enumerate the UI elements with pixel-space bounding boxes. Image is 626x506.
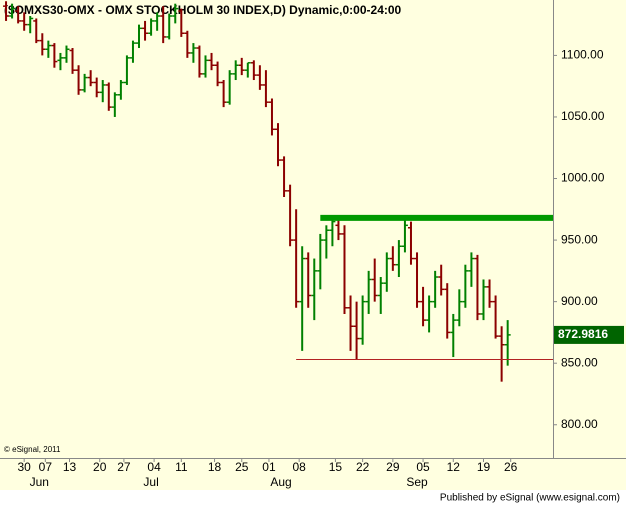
y-tick-label: 1000.00 (561, 171, 605, 185)
x-tick-label: 25 (235, 460, 249, 474)
y-tick-label: 800.00 (561, 417, 598, 431)
y-tick-label: 850.00 (561, 355, 598, 369)
x-tick-label: 15 (329, 460, 343, 474)
x-tick-label: 29 (386, 460, 400, 474)
x-tick-label: 12 (447, 460, 461, 474)
footer-strip (0, 490, 626, 506)
x-tick-label: 27 (117, 460, 131, 474)
copyright: © eSignal, 2011 (4, 445, 61, 454)
chart-title: ($OMXS30-OMX - OMX STOCKHOLM 30 INDEX,D)… (4, 3, 402, 17)
month-label: Sep (406, 475, 428, 489)
y-tick-label: 900.00 (561, 294, 598, 308)
x-tick-label: 30 (17, 460, 31, 474)
month-label: Jun (30, 475, 49, 489)
month-label: Aug (270, 475, 291, 489)
footer: Published by eSignal (www.esignal.com) (440, 493, 620, 504)
y-tick-label: 950.00 (561, 232, 598, 246)
x-tick-label: 07 (39, 460, 53, 474)
last-price-label: 872.9816 (558, 327, 608, 341)
x-tick-label: 18 (208, 460, 222, 474)
x-tick-label: 08 (292, 460, 306, 474)
x-tick-label: 20 (93, 460, 107, 474)
month-label: Jul (143, 475, 158, 489)
x-tick-label: 26 (504, 460, 518, 474)
x-tick-label: 01 (262, 460, 276, 474)
x-tick-label: 13 (63, 460, 77, 474)
y-tick-label: 1100.00 (561, 48, 604, 62)
x-tick-label: 11 (175, 460, 188, 474)
x-tick-label: 05 (416, 460, 430, 474)
x-tick-label: 19 (477, 460, 491, 474)
x-tick-label: 22 (356, 460, 370, 474)
background (0, 0, 626, 490)
y-tick-label: 1050.00 (561, 109, 605, 123)
last-price-tag (554, 325, 624, 344)
x-tick-label: 04 (147, 460, 161, 474)
